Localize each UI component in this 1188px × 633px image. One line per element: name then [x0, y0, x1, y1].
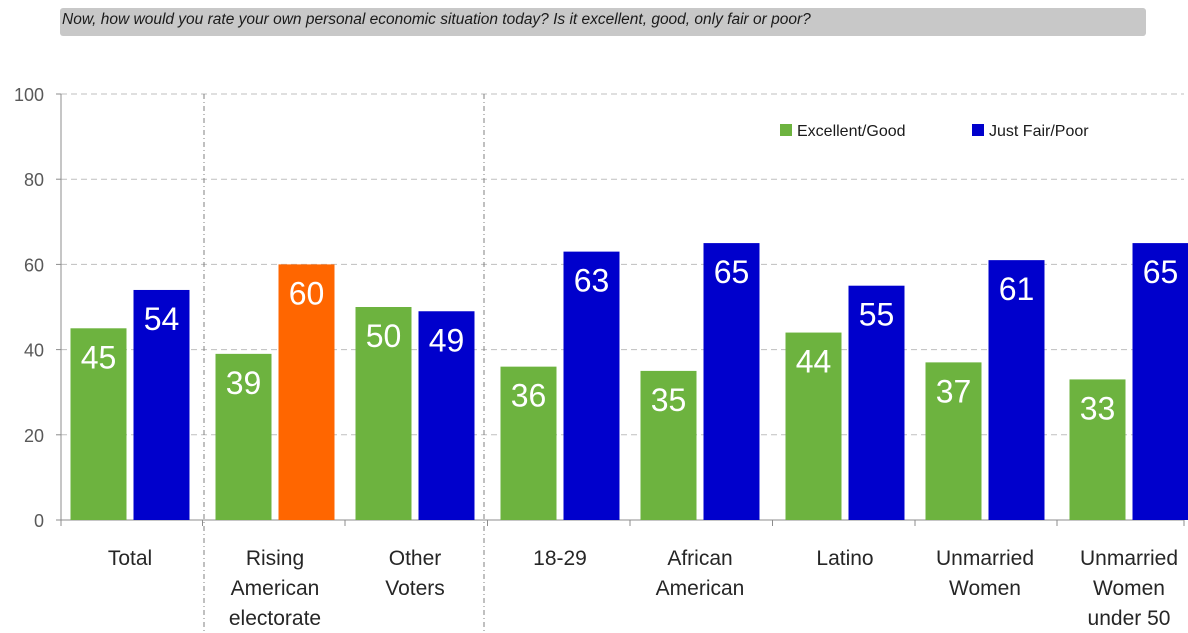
- y-tick-label: 20: [24, 426, 44, 446]
- bar: [563, 251, 620, 520]
- legend-swatch: [972, 124, 984, 136]
- legend-label: Just Fair/Poor: [989, 123, 1089, 140]
- bar: [133, 289, 190, 520]
- legend-swatch: [780, 124, 792, 136]
- category-label: Rising American electorate: [229, 547, 321, 630]
- y-tick-label: 60: [24, 255, 44, 275]
- bar-value-label: 54: [144, 301, 180, 337]
- bar-value-label: 37: [936, 373, 972, 409]
- category-label: Unmarried Women: [936, 547, 1034, 600]
- category-label: 18-29: [533, 547, 587, 570]
- bar-value-label: 35: [651, 382, 687, 418]
- bar-value-label: 55: [859, 297, 895, 333]
- y-tick-label: 40: [24, 341, 44, 361]
- category-label: Unmarried Women under 50: [1080, 547, 1178, 630]
- bar-value-label: 36: [511, 378, 547, 414]
- bar: [785, 332, 842, 520]
- bar: [215, 353, 272, 520]
- bar-value-label: 39: [226, 365, 262, 401]
- bar-value-label: 49: [429, 322, 465, 358]
- category-label: Total: [108, 547, 152, 570]
- category-label: Latino: [816, 547, 873, 570]
- bar-value-label: 33: [1080, 390, 1116, 426]
- bar: [70, 328, 127, 520]
- y-tick-label: 0: [34, 511, 44, 531]
- bar: [500, 366, 557, 520]
- y-tick-label: 80: [24, 170, 44, 190]
- y-tick-label: 100: [14, 85, 44, 105]
- bar: [355, 307, 412, 520]
- bar: [640, 370, 697, 520]
- bar-value-label: 45: [81, 339, 117, 375]
- question-text: Now, how would you rate your own persona…: [62, 11, 811, 28]
- bar: [278, 264, 335, 520]
- bar: [1132, 243, 1188, 520]
- bar: [925, 362, 982, 520]
- bar: [418, 311, 475, 520]
- bar-value-label: 44: [796, 344, 832, 380]
- bar: [848, 285, 905, 520]
- bar-value-label: 60: [289, 275, 325, 311]
- bar-value-label: 63: [574, 263, 610, 299]
- bar: [1069, 379, 1126, 520]
- bar-value-label: 50: [366, 318, 402, 354]
- bar: [988, 260, 1045, 520]
- category-label: African American: [656, 547, 745, 600]
- question-banner: [60, 8, 1146, 36]
- bar-value-label: 65: [1143, 254, 1179, 290]
- category-label: Other Voters: [385, 547, 445, 600]
- bar-value-label: 61: [999, 271, 1035, 307]
- legend-label: Excellent/Good: [797, 123, 906, 140]
- bar: [703, 243, 760, 520]
- bar-value-label: 65: [714, 254, 750, 290]
